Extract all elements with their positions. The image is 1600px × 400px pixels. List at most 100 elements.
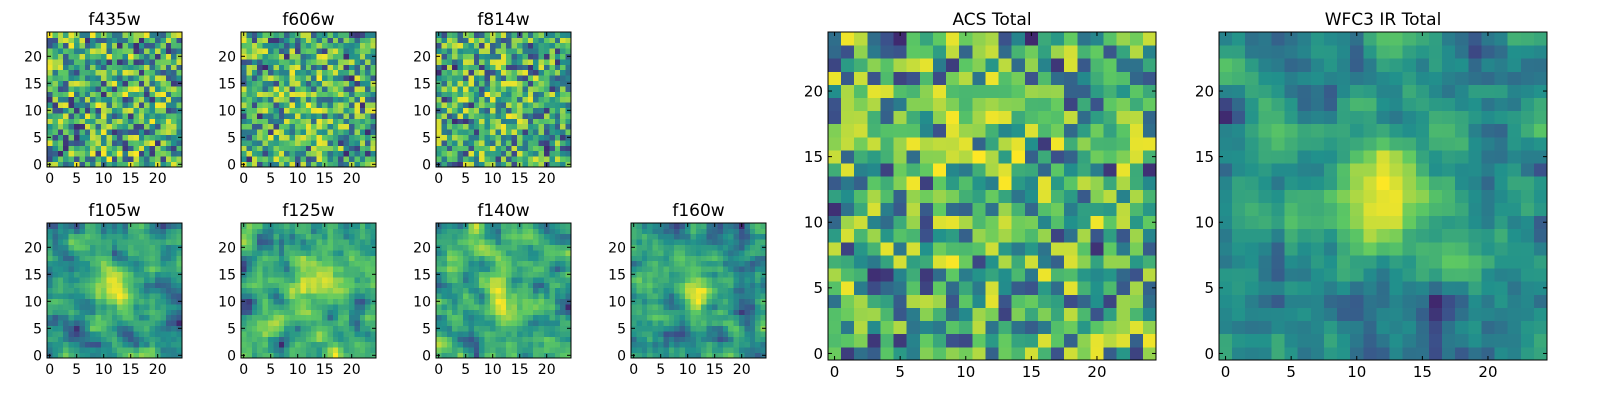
heatmap-cell [441,129,448,135]
heatmap-cell [284,260,290,267]
heatmap-cell [47,347,53,353]
heatmap-cell [932,281,947,295]
heatmap-cell [176,48,183,54]
heatmap-cell [300,228,307,235]
heatmap-cell [517,347,523,353]
heatmap-cell [160,239,167,245]
heatmap-cell [685,255,691,262]
heatmap-cell [138,282,145,289]
heatmap-cell [138,260,145,267]
heatmap-cell [278,150,285,157]
heatmap-cell [538,37,545,44]
heatmap-cell [658,250,664,256]
heatmap-cell [560,156,566,162]
heatmap-cell [354,320,361,326]
heatmap-cell [305,293,312,299]
heatmap-cell [479,129,485,135]
heatmap-cell [90,113,96,119]
heatmap-cell [111,75,118,81]
heatmap-cell [533,102,539,108]
heatmap-cell [165,352,172,359]
heatmap-cell [906,215,921,230]
heatmap-cell [155,233,161,240]
heatmap-cell [517,260,523,267]
heatmap-cell [1037,255,1052,269]
heatmap-cell [554,244,561,251]
heatmap-cell [122,156,129,162]
heatmap-cell [354,352,361,359]
heatmap-cell [549,59,556,65]
heatmap-cell [176,96,183,103]
heatmap-cell [549,96,556,103]
heatmap-cell [560,352,566,359]
heatmap-cell [338,48,344,54]
heatmap-cell [446,223,453,229]
heatmap-cell [739,287,745,294]
heatmap-cell [128,233,134,240]
heatmap-cell [251,260,258,267]
heatmap-cell [506,113,512,119]
heatmap-cell [84,228,91,235]
heatmap-cell [122,223,129,229]
heatmap-cell [278,309,285,316]
heatmap-cell [560,244,566,251]
heatmap-cell [284,352,290,359]
heatmap-cell [316,282,323,289]
heatmap-cell [490,239,496,245]
heatmap-cell [452,239,458,245]
heatmap-cell [84,75,91,81]
heatmap-cell [241,140,247,146]
heatmap-cell [685,287,691,294]
heatmap-cell [365,113,371,119]
heatmap-cell [128,75,134,81]
heatmap-cell [663,239,670,245]
heatmap-cell [160,352,167,359]
heatmap-cell [1103,255,1118,269]
heatmap-cell [533,134,539,141]
heatmap-cell [560,96,566,103]
heatmap-cell [322,53,328,60]
heatmap-cell [327,298,334,305]
heatmap-cell [893,176,908,190]
heatmap-cell [549,42,556,49]
heatmap-cell [273,347,280,353]
x-tick-label: 20 [733,362,751,378]
heatmap-cell [273,42,280,49]
heatmap-cell [549,352,556,359]
heatmap-cell [354,86,361,92]
heatmap-cell [47,293,53,299]
heatmap-cell [457,271,464,278]
heatmap-cell [744,336,751,343]
heatmap-cell [273,129,280,135]
heatmap-cell [457,129,464,135]
heatmap-cell [84,161,91,168]
heatmap-cell [133,239,140,245]
heatmap-cell [565,223,572,229]
heatmap-cell [90,228,96,235]
heatmap-cell [452,228,458,235]
heatmap-cell [452,42,458,49]
heatmap-cell [74,271,80,278]
heatmap-cell [332,255,339,262]
heatmap-cell [647,282,653,289]
heatmap-cell [273,140,280,146]
heatmap-cell [128,331,134,337]
heatmap-cell [262,282,269,289]
heatmap-cell [289,277,296,283]
heatmap-cell [985,268,999,282]
heatmap-cell [500,331,507,337]
heatmap-cell [517,341,523,348]
heatmap-cell [495,282,502,289]
heatmap-cell [1064,241,1078,256]
heatmap-cell [495,42,502,49]
heatmap-cell [133,107,140,114]
heatmap-cell [1090,307,1104,322]
heatmap-cell [441,239,448,245]
heatmap-cell [149,320,156,326]
heatmap-cell [322,325,328,332]
heatmap-cell [79,129,86,135]
heatmap-cell [517,145,523,152]
heatmap-cell [84,320,91,326]
heatmap-cell [90,75,96,81]
heatmap-cell [52,156,59,162]
